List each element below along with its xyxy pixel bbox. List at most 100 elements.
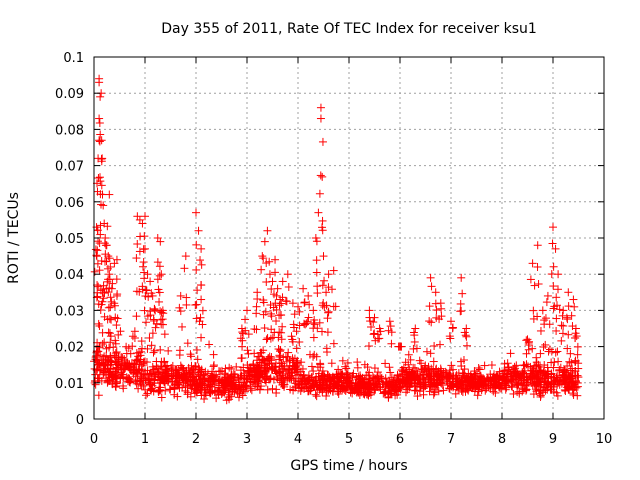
data-point [253,288,262,297]
data-point [141,285,150,294]
data-point [164,346,173,355]
data-point [98,297,107,306]
data-point [118,370,127,379]
data-point [233,388,242,397]
data-point [138,285,147,294]
x-tick-label: 10 [596,432,613,447]
data-point [284,348,293,357]
data-point [114,330,123,339]
data-point [449,372,458,381]
data-point [146,311,155,320]
data-point [130,327,139,336]
data-point [106,262,115,271]
data-point [197,295,206,304]
data-point [244,349,253,358]
data-point [568,385,577,394]
y-tick-label: 0.1 [63,51,84,66]
data-point [304,375,313,384]
data-point [533,312,542,321]
data-point [275,376,284,385]
data-point [346,388,355,397]
data-point [193,286,202,295]
x-tick-label: 2 [192,432,200,447]
data-point [552,373,561,382]
data-point [112,347,121,356]
data-point [363,384,372,393]
data-point [318,388,327,397]
data-point [573,350,582,359]
data-point [105,254,114,263]
data-point [565,375,574,384]
data-point [553,347,562,356]
data-point [418,373,427,382]
data-point [303,317,312,326]
data-point [289,356,298,365]
data-point [504,377,513,386]
data-point [564,330,573,339]
data-point [447,361,456,370]
data-point [243,375,252,384]
data-point [271,255,280,264]
data-point [262,259,271,268]
data-point [515,387,524,396]
data-point [105,270,114,279]
data-point [111,372,120,381]
data-point [180,370,189,379]
data-point [90,364,99,373]
data-point [542,380,551,389]
data-point [425,317,434,326]
data-point [491,388,500,397]
axis-ticks [93,56,605,420]
data-point [295,321,304,330]
data-point [373,382,382,391]
data-point [565,383,574,392]
x-tick-label: 7 [447,432,455,447]
data-point [178,383,187,392]
data-point [157,270,166,279]
data-point [299,371,308,380]
data-point [159,375,168,384]
data-point [313,282,322,291]
data-point [462,341,471,350]
data-point [304,387,313,396]
data-point [170,380,179,389]
data-point [134,384,143,393]
data-point [555,366,564,375]
data-point [236,385,245,394]
data-point [104,252,113,261]
data-point [271,268,280,277]
data-point [95,321,104,330]
data-point [552,301,561,310]
data-point [524,338,533,347]
data-point [370,313,379,322]
data-point [329,266,338,275]
data-point [310,350,319,359]
data-point [182,293,191,302]
data-point [533,372,542,381]
data-point [151,306,160,315]
data-point [366,390,375,399]
data-point [334,377,343,386]
data-point [457,386,466,395]
data-point [486,370,495,379]
data-point [320,303,329,312]
data-point [567,358,576,367]
data-point [430,388,439,397]
data-point [243,346,252,355]
data-point [157,363,166,372]
data-point [292,327,301,336]
data-point [376,372,385,381]
data-point [412,344,421,353]
data-point [359,381,368,390]
data-point [194,368,203,377]
data-point [255,385,264,394]
data-point [106,293,115,302]
x-tick-label: 6 [396,432,404,447]
data-point [542,372,551,381]
data-point [163,369,172,378]
data-point [338,356,347,365]
data-point [427,318,436,327]
data-point [479,376,488,385]
data-point [175,378,184,387]
data-point [97,136,106,145]
